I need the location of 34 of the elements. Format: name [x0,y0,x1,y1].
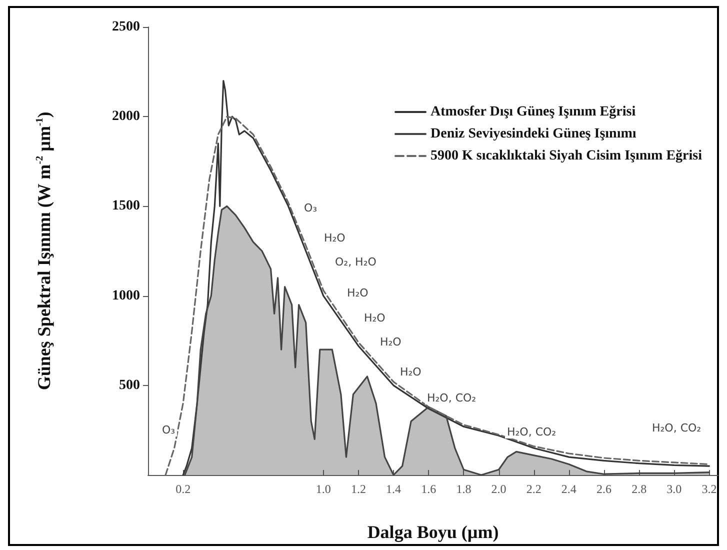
annotation: H₂O [324,232,346,244]
legend-label: Deniz Seviyesindeki Güneş Işınımı [430,126,636,142]
annotation: H₂O, CO₂ [427,392,476,404]
legend-label: Atmosfer Dışı Güneş Işınım Eğrisi [430,104,636,120]
x-tick-label: 2.8 [632,482,647,496]
x-tick-label: 1.2 [350,482,366,496]
x-tick-label: 3.2 [702,482,717,496]
y-tick-label: 2500 [112,20,140,34]
x-tick-label: 3.0 [666,482,682,496]
annotation: H₂O [347,286,369,300]
x-axis-title: Dalga Boyu (µm) [367,522,499,542]
x-tick-label: 1.0 [316,482,331,496]
x-tick-label: 1.8 [456,482,472,496]
annotation: O₃ [304,202,318,214]
y-axis-title: Güneş Spektral Işınımı (W m-2 µm-1) [34,112,54,390]
annotation: H₂O [400,366,422,378]
y-tick-label: 1000 [112,288,140,304]
annotation: H₂O [364,312,386,324]
y-tick-label: 1500 [112,198,140,214]
x-tick-label: 1.4 [386,482,402,496]
annotation: H₂O [380,336,402,348]
x-tick-label: 2.6 [596,482,612,496]
y-tick-label: 2000 [112,109,140,124]
annotation: O₃ [162,424,176,436]
annotation: O₂, H₂O [335,256,377,268]
legend-label: 5900 K sıcaklıktaki Siyah Cisim Işınım Eğrisi [430,148,702,164]
x-tick-label: 0.2 [176,482,191,496]
x-tick-label: 2.4 [561,482,576,496]
y-tick-label: 500 [119,378,140,393]
x-tick-label: 2.2 [526,482,542,496]
annotation: H₂O, CO₂ [507,426,556,438]
x-tick-label: 1.6 [421,482,436,496]
annotation: H₂O, CO₂ [652,422,702,434]
x-tick-label: 2.0 [491,482,506,496]
